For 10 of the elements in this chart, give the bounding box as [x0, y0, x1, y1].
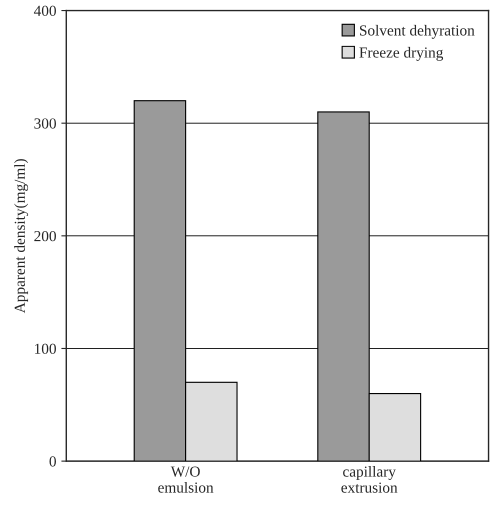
y-tick-label: 300 — [34, 118, 56, 129]
y-tick-label: 100 — [34, 344, 56, 354]
y-tick-label: 0 — [50, 456, 56, 467]
x-tick-label: capillary extrusion — [341, 466, 398, 493]
y-tick-label: 200 — [34, 230, 56, 242]
y-axis-title: Apparent density(mg/ml) — [14, 159, 28, 314]
legend-label: Freeze drying — [359, 46, 444, 61]
y-tick-label: 400 — [34, 6, 56, 16]
x-tick-label: W/O emulsion — [158, 466, 214, 493]
legend-label: Solvent dehyration — [360, 24, 475, 39]
